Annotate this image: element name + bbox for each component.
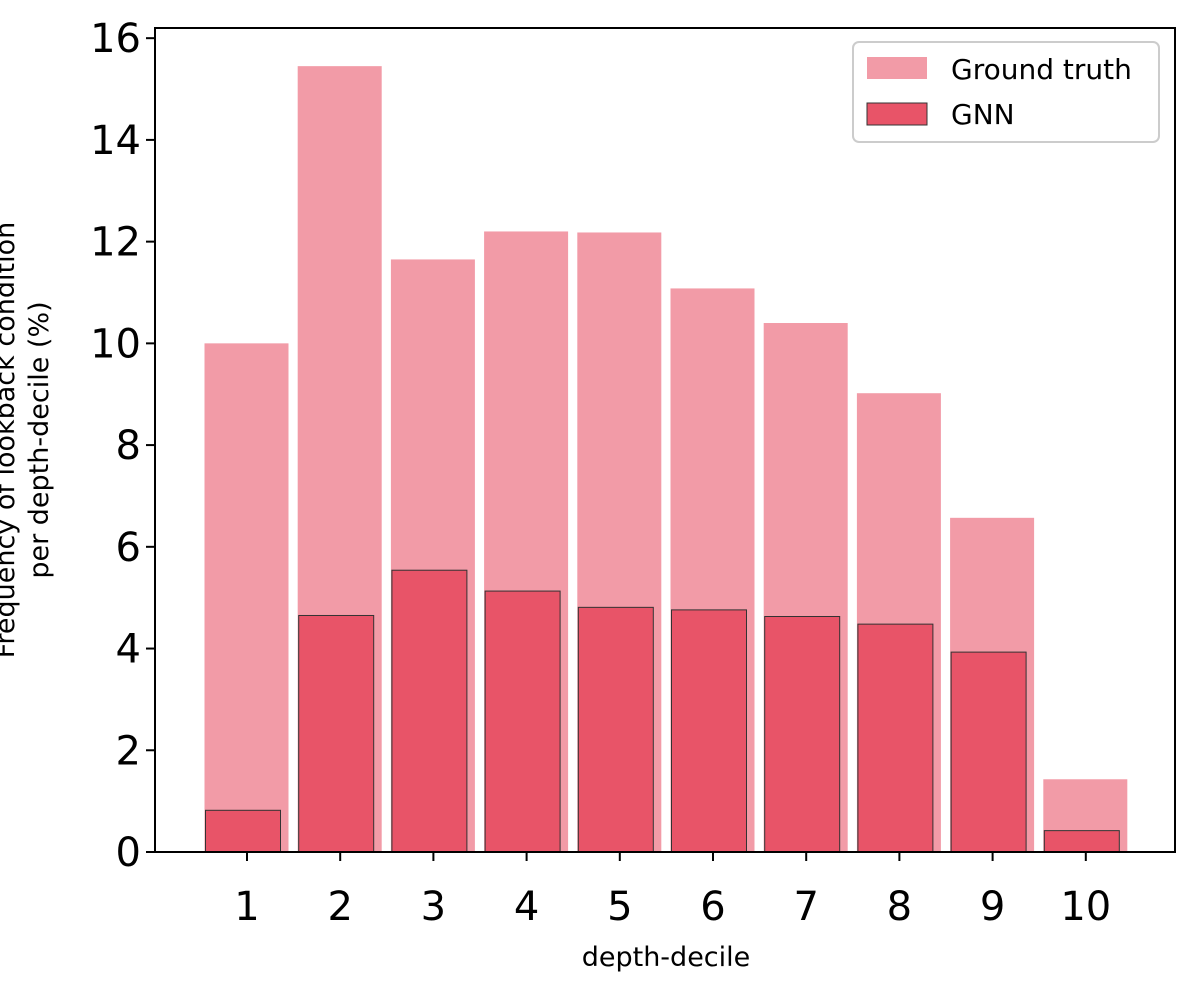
bar-gnn-3 — [391, 569, 468, 853]
y-tick-label: 12 — [90, 220, 141, 266]
bar-gnn-7 — [764, 615, 841, 853]
legend-label-ground-truth: Ground truth — [951, 53, 1132, 86]
x-tick-label: 9 — [980, 884, 1005, 930]
y-axis-title-line-1: Frequency of lookback condition — [0, 222, 21, 658]
legend-box — [852, 41, 1160, 143]
x-tick-label: 3 — [421, 884, 446, 930]
y-tick-label: 8 — [116, 423, 141, 469]
y-tick-label: 14 — [90, 118, 141, 164]
y-tick-label: 6 — [116, 525, 141, 571]
plot-frame — [154, 27, 1176, 853]
bar-gnn-10 — [1043, 830, 1120, 853]
x-tick-label: 5 — [607, 884, 632, 930]
x-tick-label: 2 — [327, 884, 352, 930]
bar-gnn-1 — [205, 809, 281, 853]
x-tick-label: 1 — [234, 884, 259, 930]
bar-gnn-8 — [857, 623, 934, 853]
y-tick-label: 10 — [90, 321, 141, 367]
bar-gnn-4 — [484, 590, 561, 853]
y-axis: 0 2 4 6 8 10 12 14 16 — [90, 16, 155, 876]
y-axis-title-line-2: per depth-decile (%) — [24, 301, 55, 578]
bar-gnn-5 — [577, 606, 654, 853]
y-tick-label: 16 — [90, 16, 141, 62]
bar-gnn-9 — [950, 651, 1027, 853]
gnn-bars — [205, 569, 1120, 853]
x-tick-label: 6 — [700, 884, 725, 930]
legend-label-gnn: GNN — [951, 98, 1015, 131]
y-tick-label: 2 — [116, 728, 141, 774]
x-axis: 1 2 3 4 5 6 7 8 9 10 — [234, 852, 1111, 930]
y-tick-label: 4 — [116, 627, 141, 673]
x-tick-label: 7 — [793, 884, 818, 930]
bar-gnn-6 — [671, 609, 747, 853]
legend-swatch-ground-truth — [867, 57, 927, 79]
x-tick-label: 10 — [1060, 884, 1111, 930]
x-axis-title: depth-decile — [582, 942, 751, 973]
bar-gnn-2 — [298, 614, 375, 853]
y-axis-title: Frequency of lookback condition per dept… — [0, 222, 55, 658]
legend-swatch-gnn — [866, 102, 928, 126]
x-tick-label: 8 — [887, 884, 912, 930]
bar-ground-truth-1 — [204, 343, 289, 852]
y-tick-label: 0 — [116, 830, 141, 876]
x-tick-label: 4 — [514, 884, 539, 930]
legend: Ground truth GNN — [852, 41, 1160, 143]
